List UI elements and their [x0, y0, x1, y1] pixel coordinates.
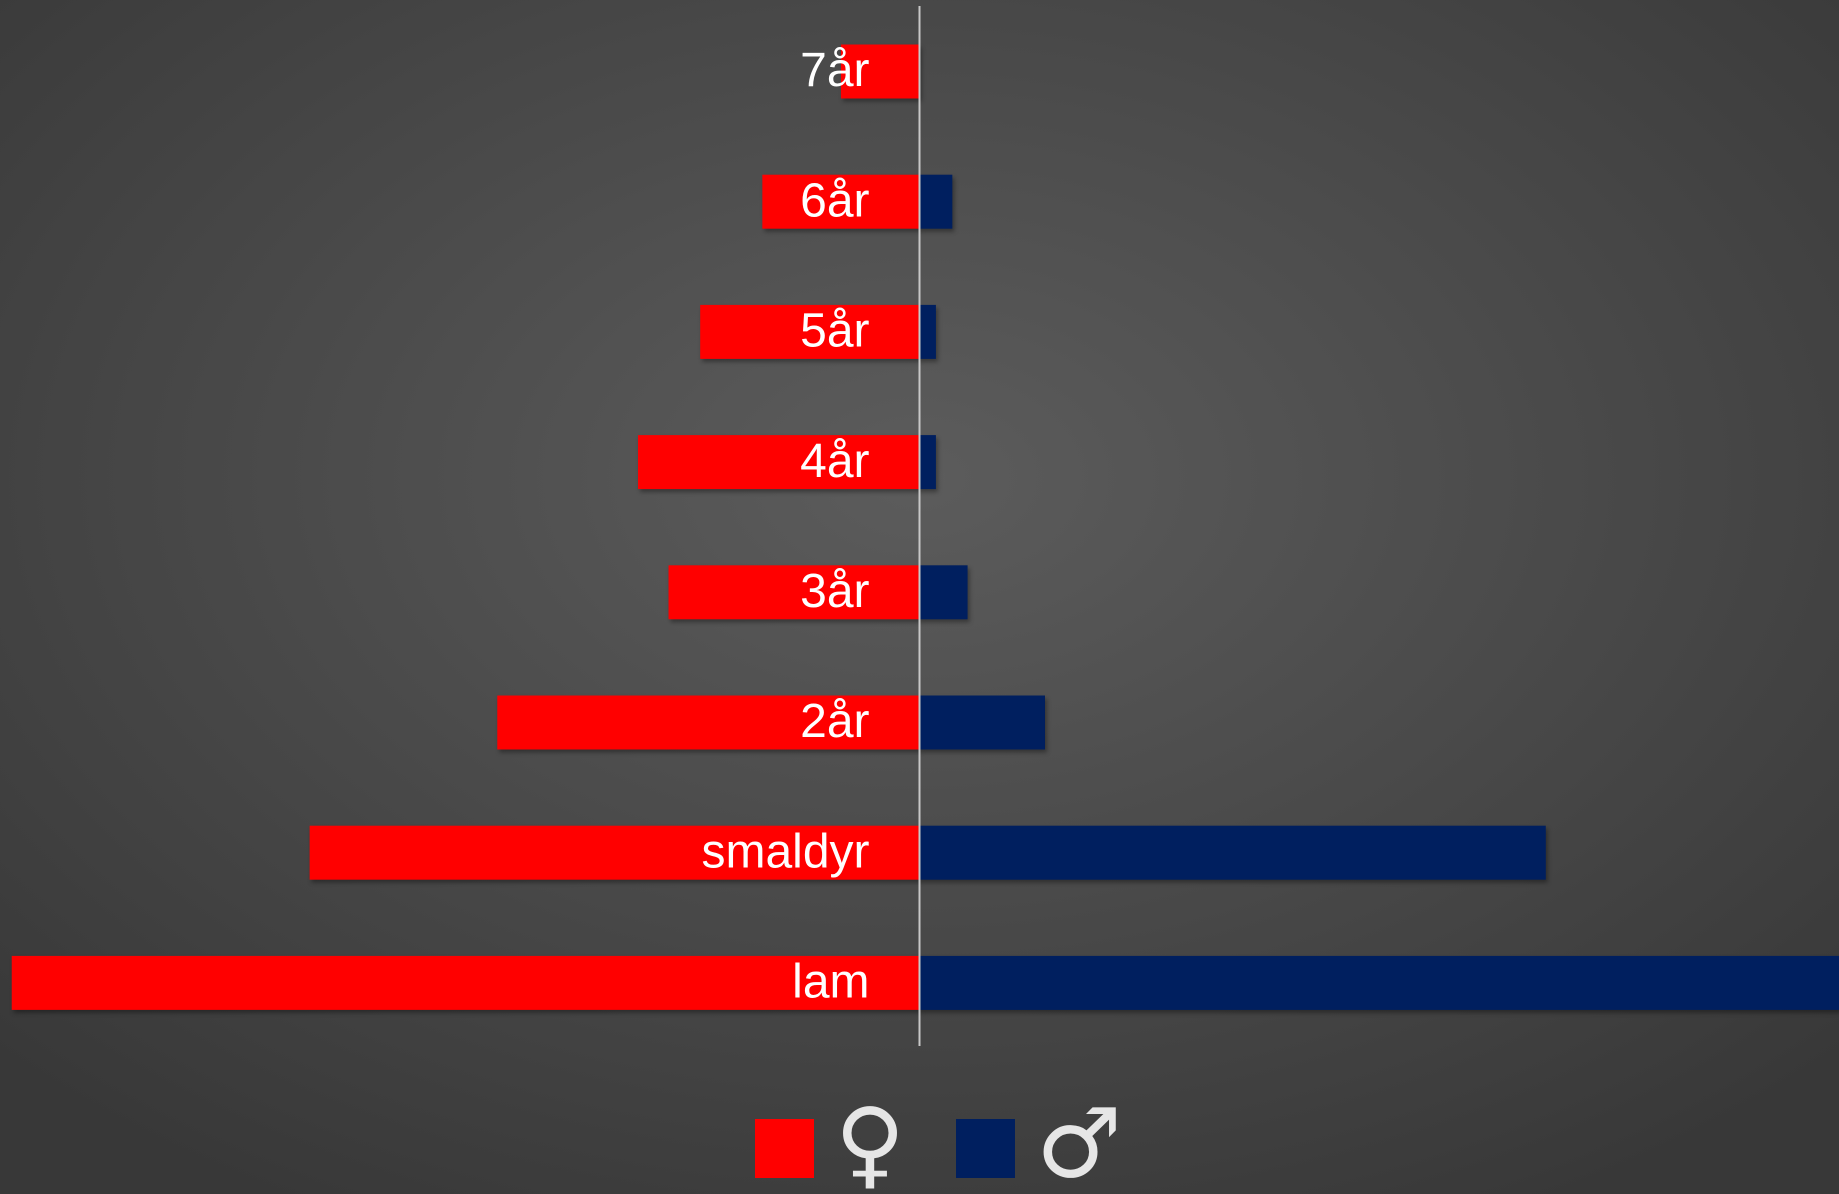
legend-swatch [755, 1119, 814, 1178]
bar [762, 174, 920, 229]
plot: 7år 6år 5år 4år 3år 2år smaldyr lam [11, 6, 1839, 1046]
category-label: lam [792, 956, 869, 1009]
bar [919, 435, 936, 490]
category-label: 3år [800, 565, 869, 618]
legend-swatch [956, 1119, 1015, 1178]
category-label: 6år [800, 174, 869, 227]
bar [919, 565, 968, 620]
category-label: 4år [800, 435, 869, 488]
category-label: 5år [800, 305, 869, 358]
bar [919, 825, 1546, 880]
category-label: smaldyr [701, 825, 869, 878]
legend-label: ♂ [1036, 1087, 1122, 1194]
bar [919, 955, 1839, 1010]
bar [668, 565, 920, 620]
bar [11, 955, 920, 1010]
category-label: 7år [800, 44, 869, 97]
bar [309, 825, 920, 880]
bar [919, 695, 1045, 750]
bar [700, 304, 920, 359]
bar [497, 695, 920, 750]
category-label: 2år [800, 695, 869, 748]
bar [919, 174, 953, 229]
bar [638, 435, 920, 490]
legend-label: ♀ [835, 1087, 905, 1194]
bar [840, 44, 920, 99]
bar [919, 304, 936, 359]
